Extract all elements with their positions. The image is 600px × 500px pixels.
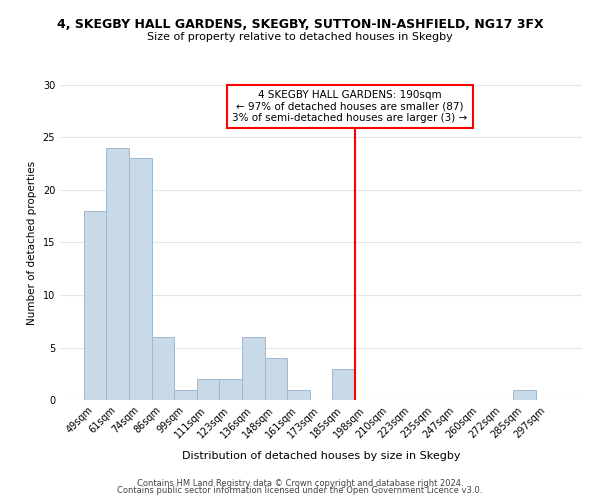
Bar [332, 368, 355, 400]
Bar [242, 337, 265, 400]
Bar [106, 148, 129, 400]
Bar [174, 390, 197, 400]
Text: 4 SKEGBY HALL GARDENS: 190sqm
← 97% of detached houses are smaller (87)
3% of se: 4 SKEGBY HALL GARDENS: 190sqm ← 97% of d… [232, 90, 467, 123]
Bar [220, 379, 242, 400]
Bar [287, 390, 310, 400]
Bar [197, 379, 220, 400]
Text: Contains public sector information licensed under the Open Government Licence v3: Contains public sector information licen… [118, 486, 482, 495]
Bar [84, 211, 106, 400]
Text: 4, SKEGBY HALL GARDENS, SKEGBY, SUTTON-IN-ASHFIELD, NG17 3FX: 4, SKEGBY HALL GARDENS, SKEGBY, SUTTON-I… [56, 18, 544, 30]
Text: Size of property relative to detached houses in Skegby: Size of property relative to detached ho… [147, 32, 453, 42]
Y-axis label: Number of detached properties: Number of detached properties [27, 160, 37, 324]
Bar [129, 158, 152, 400]
X-axis label: Distribution of detached houses by size in Skegby: Distribution of detached houses by size … [182, 451, 460, 461]
Bar [513, 390, 536, 400]
Text: Contains HM Land Registry data © Crown copyright and database right 2024.: Contains HM Land Registry data © Crown c… [137, 478, 463, 488]
Bar [265, 358, 287, 400]
Bar [152, 337, 174, 400]
